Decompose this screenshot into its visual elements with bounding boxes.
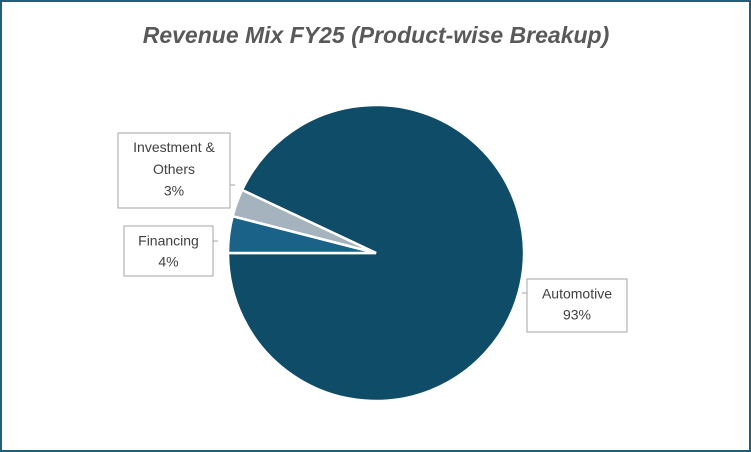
pie-slice	[231, 188, 377, 255]
callout-value: 4%	[158, 254, 178, 270]
callout-label: Investment & Others	[133, 139, 215, 177]
chart-title: Revenue Mix FY25 (Product-wise Breakup)	[143, 22, 610, 48]
callout-value: 93%	[563, 307, 591, 323]
callout-label: Automotive	[542, 286, 612, 302]
callout-box	[123, 225, 214, 277]
callout-label: Financing	[138, 233, 199, 249]
callout-value: 3%	[164, 183, 184, 199]
callout-box	[526, 278, 628, 333]
callout-box	[117, 132, 231, 209]
